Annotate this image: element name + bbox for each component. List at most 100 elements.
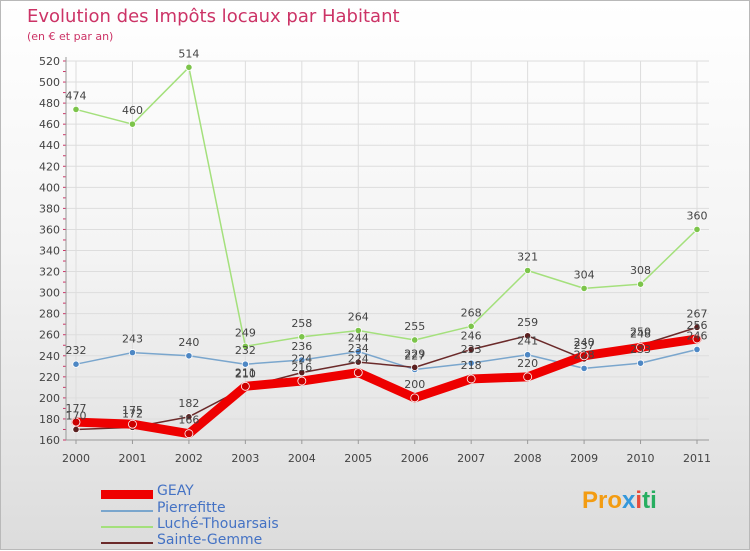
- legend-swatch-geay: [101, 490, 153, 499]
- y-tick-label: 160: [39, 434, 60, 447]
- logo-letter: P: [582, 487, 599, 514]
- data-label: 237: [574, 339, 595, 352]
- data-label: 259: [517, 316, 538, 329]
- data-label: 244: [348, 332, 369, 345]
- data-label: 224: [348, 353, 369, 366]
- data-point: [410, 393, 420, 403]
- data-label: 321: [517, 251, 538, 264]
- data-label: 304: [574, 268, 595, 281]
- y-tick-label: 420: [39, 160, 60, 173]
- chart-title: Evolution des Impôts locaux par Habitant: [27, 6, 400, 27]
- data-label: 250: [630, 325, 651, 338]
- data-label: 267: [687, 307, 708, 320]
- x-tick-label: 2001: [118, 452, 146, 465]
- data-label: 246: [461, 329, 482, 342]
- data-point: [185, 63, 193, 71]
- y-tick-label: 480: [39, 97, 60, 110]
- series-line-pierrefitte: [75, 348, 698, 371]
- data-point: [580, 284, 588, 292]
- data-point: [636, 359, 645, 367]
- x-tick-label: 2009: [570, 452, 598, 465]
- legend-label-luche-thouarsais: Luché-Thouarsais: [157, 516, 279, 532]
- data-point: [636, 280, 645, 288]
- data-label: 228: [574, 348, 595, 361]
- x-tick-label: 2007: [457, 452, 485, 465]
- data-label: 211: [235, 366, 256, 379]
- data-label: 246: [687, 329, 708, 342]
- data-point: [128, 349, 137, 357]
- series-line-sainte-gemme: [75, 326, 698, 431]
- y-tick-label: 400: [39, 181, 60, 194]
- chart-subtitle: (en € et par an): [27, 30, 114, 43]
- data-point: [693, 225, 701, 234]
- x-tick-label: 2008: [514, 452, 542, 465]
- x-tick-label: 2006: [401, 452, 429, 465]
- y-tick-label: 520: [39, 55, 60, 68]
- data-point: [298, 369, 306, 377]
- data-label: 227: [404, 349, 425, 362]
- data-label: 234: [348, 342, 369, 355]
- data-label: 241: [517, 335, 538, 348]
- data-point: [693, 323, 701, 331]
- y-tick-label: 360: [39, 223, 60, 236]
- data-point: [72, 360, 80, 368]
- data-point: [523, 372, 533, 382]
- data-point: [240, 381, 250, 391]
- data-label: 514: [178, 47, 199, 60]
- y-tick-label: 320: [39, 266, 60, 279]
- data-label: 182: [178, 397, 199, 410]
- data-label: 216: [291, 361, 312, 374]
- data-point: [128, 419, 137, 429]
- data-point: [411, 336, 419, 344]
- data-label: 268: [461, 306, 482, 319]
- data-point: [692, 334, 702, 344]
- data-point: [467, 322, 475, 330]
- data-label: 460: [122, 104, 143, 117]
- legend-label-sainte-gemme: Sainte-Gemme: [157, 532, 263, 548]
- logo-letter: o: [607, 487, 623, 514]
- y-tick-label: 380: [39, 202, 60, 215]
- data-point: [467, 359, 475, 367]
- data-point: [72, 105, 80, 114]
- data-label: 232: [235, 344, 256, 357]
- data-point: [298, 333, 306, 341]
- data-label: 255: [404, 320, 425, 333]
- logo-letter: r: [598, 487, 608, 514]
- x-tick-label: 2010: [627, 452, 655, 465]
- y-tick-label: 460: [39, 118, 60, 131]
- data-label: 243: [122, 333, 143, 346]
- data-label: 200: [404, 378, 425, 391]
- x-tick-label: 2005: [344, 452, 372, 465]
- logo-letter: i: [635, 487, 643, 514]
- data-point: [184, 429, 194, 439]
- series-line-geay: [71, 334, 702, 439]
- y-tick-label: 200: [39, 392, 60, 405]
- y-tick-label: 260: [39, 329, 60, 342]
- data-label: 210: [235, 367, 256, 380]
- data-point: [185, 413, 193, 421]
- data-label: 175: [122, 404, 143, 417]
- legend-swatch-sainte-gemme: [101, 542, 153, 544]
- y-tick-label: 500: [39, 76, 60, 89]
- data-label: 232: [66, 344, 87, 357]
- data-point: [128, 120, 137, 128]
- data-point: [241, 342, 249, 350]
- x-tick-label: 2004: [288, 452, 316, 465]
- logo-letter: i: [650, 487, 657, 514]
- data-label: 229: [404, 347, 425, 360]
- data-label: 248: [630, 327, 651, 340]
- y-tick-label: 220: [39, 371, 60, 384]
- y-tick-label: 300: [39, 287, 60, 300]
- data-label: 258: [291, 317, 312, 330]
- data-point: [636, 342, 645, 352]
- data-label: 224: [291, 353, 312, 366]
- data-point: [524, 266, 532, 275]
- x-tick-label: 2003: [231, 452, 259, 465]
- data-label: 474: [66, 89, 87, 102]
- logo-letter: x: [622, 487, 636, 514]
- data-label: 360: [687, 209, 708, 222]
- data-point: [241, 360, 249, 368]
- data-label: 177: [66, 402, 87, 415]
